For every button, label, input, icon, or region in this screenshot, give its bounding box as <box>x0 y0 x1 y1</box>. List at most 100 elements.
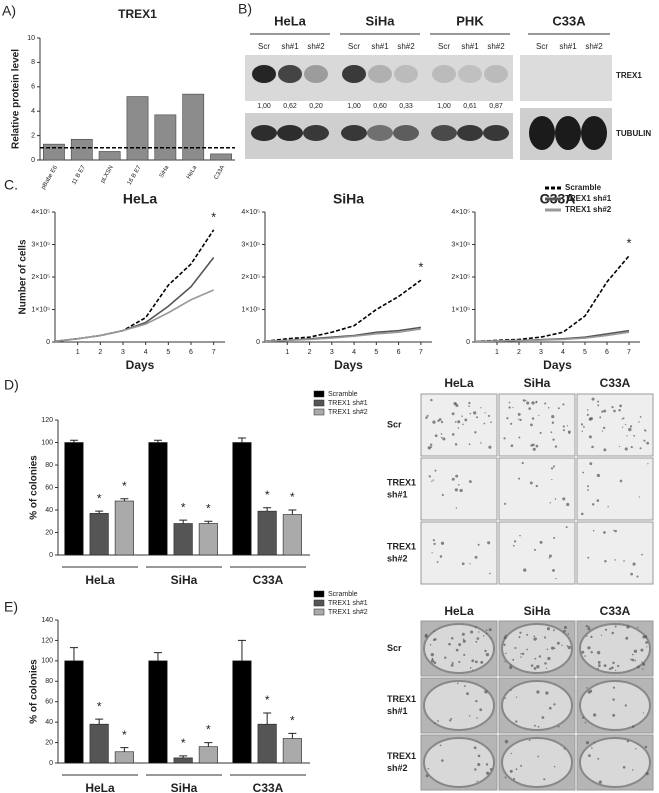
colony <box>645 771 649 776</box>
colony <box>519 534 521 537</box>
colony <box>477 762 481 767</box>
y-tick-label: 2×10⁵ <box>31 274 50 281</box>
colony <box>438 418 442 421</box>
colony <box>451 433 455 436</box>
colony <box>490 421 492 424</box>
colony <box>440 541 445 545</box>
colony <box>552 438 555 441</box>
colony <box>593 741 596 744</box>
colony <box>440 436 443 439</box>
colony <box>597 404 600 407</box>
colony <box>585 635 588 637</box>
lane-label: sh#2 <box>307 42 325 51</box>
colony <box>630 572 634 576</box>
colony <box>455 507 458 509</box>
x-axis-label: Days <box>334 358 363 372</box>
column-label: SiHa <box>524 376 551 390</box>
colony <box>587 556 590 559</box>
y-tick-label: 0 <box>256 339 260 346</box>
x-tick-label: 7 <box>419 349 423 356</box>
colony <box>509 664 512 667</box>
colony <box>611 631 614 635</box>
colony <box>598 780 603 784</box>
colony <box>554 498 557 500</box>
x-tick-label: 5 <box>583 349 587 356</box>
colony <box>624 423 627 426</box>
quantification: 0,87 <box>489 103 503 110</box>
colony <box>485 629 488 632</box>
colony <box>457 483 460 486</box>
colony <box>585 624 589 628</box>
colony <box>584 721 587 724</box>
colony <box>593 713 597 717</box>
colony <box>601 410 604 413</box>
error-bar <box>237 639 246 661</box>
colony <box>441 759 444 762</box>
y-tick-label: 120 <box>41 637 53 644</box>
y-tick-label: 40 <box>45 507 53 514</box>
x-tick-label: pBabe E6 <box>41 164 60 190</box>
colony <box>483 422 486 425</box>
column-label: C33A <box>600 376 631 390</box>
band <box>394 65 418 83</box>
line-series <box>474 255 630 343</box>
colony <box>588 625 590 628</box>
y-tick-label: 2 <box>31 132 35 139</box>
bar <box>70 138 93 161</box>
colony <box>503 636 507 640</box>
band <box>252 65 276 83</box>
quantification: 1,00 <box>257 103 271 110</box>
colony <box>586 413 589 416</box>
colony-image <box>420 457 498 521</box>
bar <box>282 738 302 764</box>
colony <box>468 443 471 446</box>
cell-line: SiHa <box>366 13 396 28</box>
band <box>555 116 581 150</box>
colony <box>552 569 555 572</box>
x-tick-label: HeLa <box>85 781 115 793</box>
colony <box>641 553 643 556</box>
bar <box>43 143 65 161</box>
row-label: sh#2 <box>387 553 408 563</box>
colony <box>543 778 546 781</box>
band <box>484 65 508 83</box>
legend-label: TREX1 sh#1 <box>565 194 612 203</box>
colony <box>449 719 452 722</box>
quantification: 0,60 <box>373 103 387 110</box>
column-label: HeLa <box>444 604 474 618</box>
colony <box>488 445 492 449</box>
column-label: SiHa <box>524 604 551 618</box>
colony <box>462 639 466 643</box>
legend-swatch <box>313 599 325 607</box>
x-tick-label: C33A <box>253 781 284 793</box>
x-tick-label: 5 <box>374 349 378 356</box>
colony <box>644 745 648 749</box>
colony <box>428 475 431 478</box>
colony <box>480 660 484 664</box>
lane-label: sh#1 <box>281 42 299 51</box>
y-tick-label: 3×10⁵ <box>451 241 470 248</box>
colony <box>515 768 518 771</box>
colony <box>552 465 556 468</box>
colony <box>647 463 649 465</box>
colony <box>597 667 599 670</box>
y-tick-label: 10 <box>27 35 35 42</box>
legend-swatch <box>313 408 325 416</box>
x-tick-label: 1 <box>76 349 80 356</box>
colony <box>528 739 531 742</box>
colony <box>619 479 623 483</box>
colony <box>484 412 486 414</box>
colony <box>531 417 535 420</box>
colony <box>646 441 650 445</box>
colony <box>541 716 545 719</box>
colony <box>630 445 633 449</box>
colony <box>591 397 595 401</box>
colony <box>480 442 482 444</box>
colony <box>637 665 640 669</box>
colony <box>636 575 639 578</box>
colony <box>612 686 616 689</box>
colony <box>518 418 520 420</box>
colony <box>603 531 606 534</box>
y-tick-label: 140 <box>41 617 53 624</box>
bar <box>257 510 277 556</box>
